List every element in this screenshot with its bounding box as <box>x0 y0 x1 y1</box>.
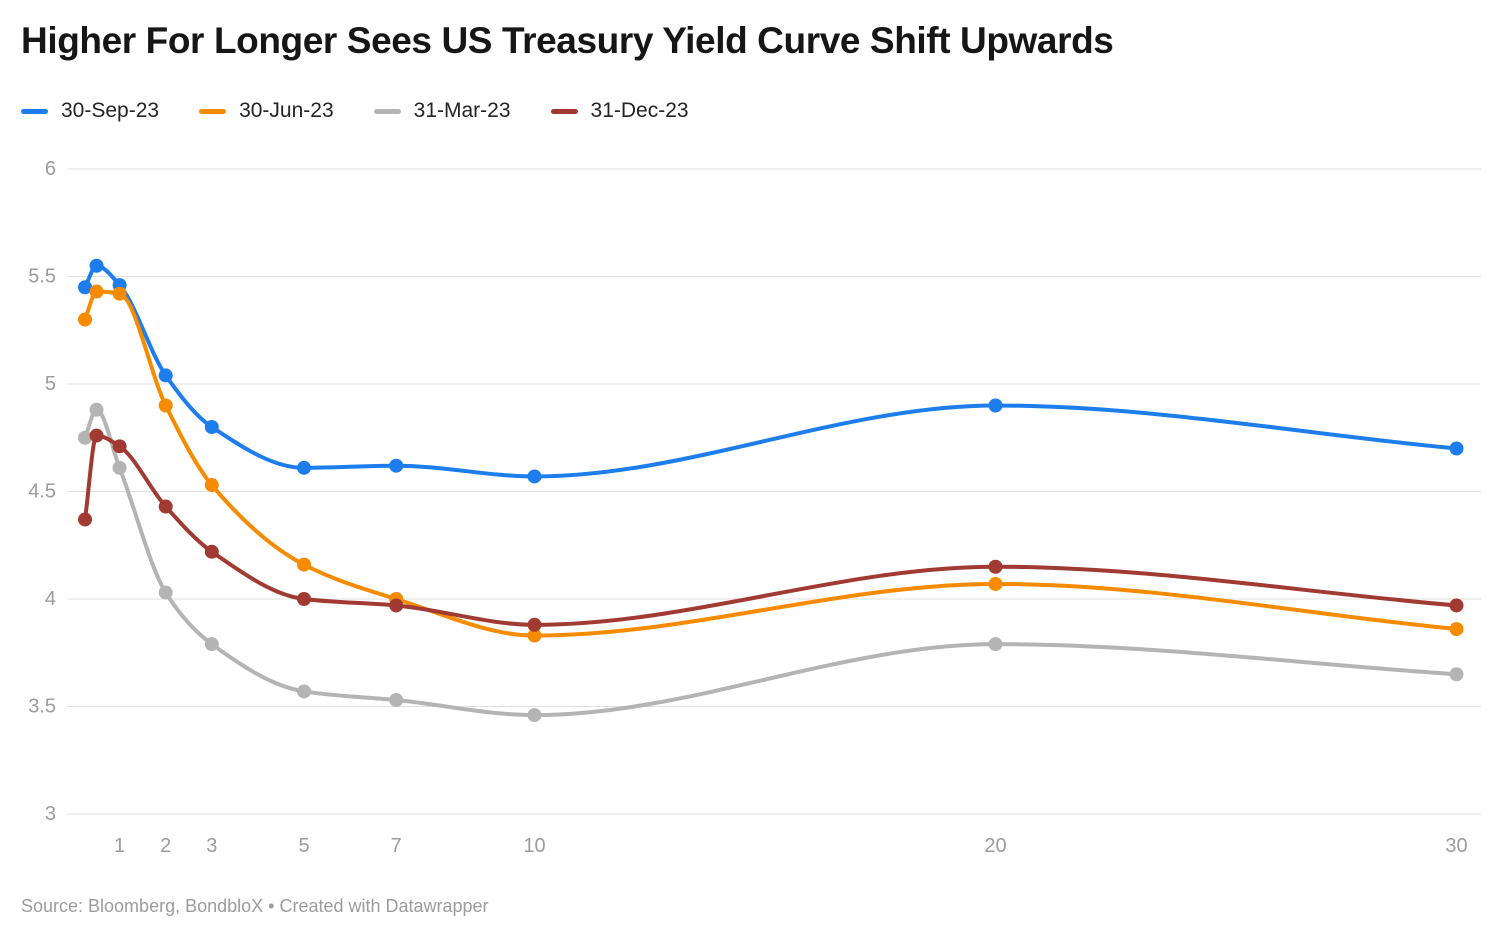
point-30-sep-23-30y <box>1449 441 1464 456</box>
y-axis-tick-label: 4 <box>45 588 56 610</box>
point-31-dec-23-0.5y <box>89 428 104 443</box>
point-31-mar-23-2y <box>158 585 173 600</box>
legend-item-31-mar-23: 31-Mar-23 <box>373 99 511 123</box>
point-31-mar-23-1y <box>112 460 127 475</box>
legend-item-30-jun-23: 30-Jun-23 <box>199 99 334 123</box>
legend-swatch-31-mar-23 <box>373 108 401 114</box>
point-31-mar-23-5y <box>297 684 311 699</box>
point-31-dec-23-7y <box>389 598 404 613</box>
point-31-mar-23-0.5y <box>89 402 104 417</box>
point-31-dec-23-20y <box>988 559 1003 574</box>
y-axis-tick-label: 3.5 <box>28 696 56 718</box>
series-30-jun-23 <box>78 284 1464 643</box>
x-axis-tick-label: 30 <box>1445 835 1467 857</box>
point-30-sep-23-5y <box>297 460 311 475</box>
point-30-sep-23-10y <box>527 469 542 484</box>
x-axis-tick-label: 2 <box>160 835 171 857</box>
point-30-sep-23-20y <box>988 398 1003 413</box>
legend-label: 30-Sep-23 <box>61 99 160 122</box>
point-31-dec-23-5y <box>297 592 311 606</box>
x-axis-tick-label: 20 <box>984 835 1006 857</box>
x-axis-tick-label: 10 <box>523 835 545 857</box>
point-31-mar-23-0.25y <box>78 430 93 445</box>
series-31-mar-23 <box>78 402 1464 723</box>
x-axis-tick-label: 3 <box>206 835 217 857</box>
legend-swatch-31-dec-23 <box>550 108 578 114</box>
line-30-sep-23 <box>83 263 1459 479</box>
series-30-sep-23 <box>78 258 1464 484</box>
y-axis-tick-label: 5 <box>45 373 56 395</box>
legend: 30-Sep-23 30-Jun-23 31-Mar-23 31-Dec-23 <box>21 99 689 123</box>
legend-item-30-sep-23: 30-Sep-23 <box>21 99 159 123</box>
point-31-dec-23-3y <box>204 544 219 559</box>
legend-swatch-30-sep-23 <box>21 108 48 114</box>
point-30-sep-23-0.25y <box>78 280 93 295</box>
point-31-mar-23-20y <box>988 637 1003 652</box>
point-30-jun-23-1y <box>112 286 127 301</box>
point-30-sep-23-0.5y <box>89 258 104 273</box>
point-31-dec-23-30y <box>1449 598 1464 613</box>
line-30-jun-23 <box>83 289 1459 638</box>
y-axis-tick-label: 6 <box>45 158 56 180</box>
point-31-mar-23-10y <box>527 708 542 723</box>
legend-label: 30-Jun-23 <box>239 99 334 122</box>
point-30-jun-23-30y <box>1449 622 1464 637</box>
legend-label: 31-Mar-23 <box>413 99 511 122</box>
point-30-jun-23-5y <box>297 557 311 572</box>
source-attribution: Source: Bloomberg, BondbloX • Created wi… <box>21 896 489 916</box>
y-axis-tick-label: 5.5 <box>28 266 56 288</box>
x-axis-tick-label: 5 <box>298 835 309 857</box>
point-31-dec-23-1y <box>112 439 127 454</box>
point-31-dec-23-10y <box>527 617 542 632</box>
point-31-mar-23-30y <box>1449 667 1464 682</box>
point-30-jun-23-0.5y <box>89 284 104 299</box>
legend-swatch-30-jun-23 <box>199 108 227 114</box>
point-30-jun-23-3y <box>204 478 219 493</box>
series-31-dec-23 <box>78 428 1464 632</box>
point-30-sep-23-7y <box>389 458 404 473</box>
y-axis-tick-label: 3 <box>45 803 56 825</box>
line-31-mar-23 <box>83 407 1459 718</box>
point-30-sep-23-2y <box>158 368 173 383</box>
legend-item-31-dec-23: 31-Dec-23 <box>550 99 689 123</box>
x-axis-tick-label: 1 <box>114 835 125 857</box>
point-31-dec-23-2y <box>158 499 173 514</box>
x-axis-tick-label: 7 <box>391 835 402 857</box>
chart-title: Higher For Longer Sees US Treasury Yield… <box>21 20 1114 61</box>
point-31-dec-23-0.25y <box>78 512 93 527</box>
point-30-jun-23-20y <box>988 576 1003 591</box>
line-31-dec-23 <box>83 433 1459 627</box>
point-31-mar-23-3y <box>204 637 219 652</box>
legend-label: 31-Dec-23 <box>590 99 689 122</box>
point-30-jun-23-0.25y <box>78 312 93 327</box>
point-31-mar-23-7y <box>389 693 404 708</box>
point-30-jun-23-10y <box>527 628 542 643</box>
point-30-sep-23-3y <box>204 420 219 434</box>
y-axis-tick-label: 4.5 <box>28 481 56 503</box>
point-30-jun-23-2y <box>158 398 173 413</box>
